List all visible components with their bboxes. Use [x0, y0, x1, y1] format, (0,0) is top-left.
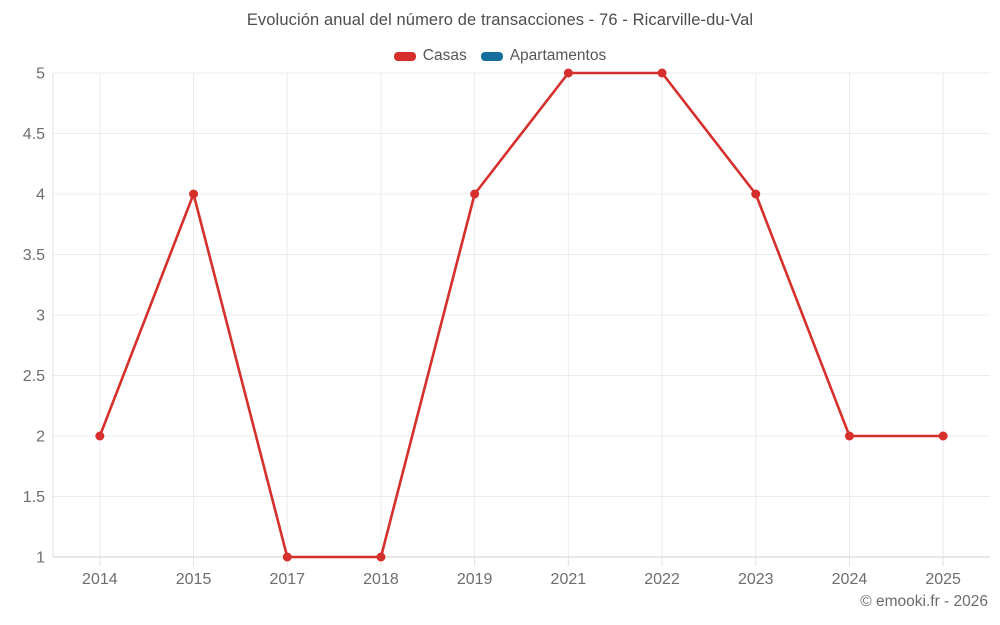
data-point-casas-2025[interactable] [938, 431, 948, 441]
x-tick-label: 2015 [176, 571, 212, 588]
x-axis-labels: 2014 2015 2017 2018 2019 2021 2022 2023 2024 2025 [82, 571, 961, 588]
data-point-casas-2017[interactable] [282, 552, 292, 562]
data-point-casas-2014[interactable] [95, 431, 105, 441]
y-tick-label: 1.5 [23, 489, 45, 506]
y-tick-label: 2 [36, 429, 45, 446]
y-tick-label: 1 [36, 550, 45, 567]
legend-item-apartamentos[interactable]: Apartamentos [480, 47, 607, 65]
y-tick-label: 5 [36, 66, 45, 83]
x-tick-label: 2024 [832, 571, 868, 588]
casas-series-line [98, 71, 945, 559]
gridlines [53, 72, 990, 566]
data-point-casas-2019[interactable] [470, 189, 480, 199]
legend-item-casas[interactable]: Casas [393, 47, 467, 65]
y-tick-label: 4.5 [23, 126, 45, 143]
casas-series-swatch-icon [393, 51, 416, 61]
data-point-casas-2023[interactable] [751, 189, 761, 199]
x-tick-label: 2021 [551, 571, 587, 588]
x-tick-label: 2014 [82, 571, 118, 588]
legend: Casas Apartamentos [0, 47, 1000, 65]
legend-label-casas: Casas [422, 47, 467, 64]
x-tick-label: 2023 [738, 571, 774, 588]
data-point-casas-2022[interactable] [657, 68, 667, 78]
chart-title: Evolución anual del número de transaccio… [246, 11, 754, 29]
apartamentos-series-swatch-icon [480, 51, 503, 61]
x-tick-label: 2022 [644, 571, 680, 588]
y-tick-label: 3 [36, 308, 45, 325]
x-tick-label: 2017 [269, 571, 305, 588]
data-point-casas-2021[interactable] [563, 68, 573, 78]
y-tick-label: 2.5 [23, 368, 45, 385]
x-tick-label: 2019 [457, 571, 493, 588]
data-point-casas-2024[interactable] [844, 431, 854, 441]
y-axis-labels: 1 1.5 2 2.5 3 3.5 4 4.5 5 [23, 66, 45, 567]
data-point-casas-2015[interactable] [189, 189, 199, 199]
casas-series-points [95, 68, 948, 562]
x-tick-label: 2025 [925, 571, 961, 588]
data-point-casas-2018[interactable] [376, 552, 386, 562]
y-tick-label: 4 [36, 187, 45, 204]
y-tick-label: 3.5 [23, 247, 45, 264]
copyright-text: © emooki.fr - 2026 [860, 593, 988, 610]
x-tick-label: 2018 [363, 571, 399, 588]
legend-label-apartamentos: Apartamentos [509, 47, 607, 64]
